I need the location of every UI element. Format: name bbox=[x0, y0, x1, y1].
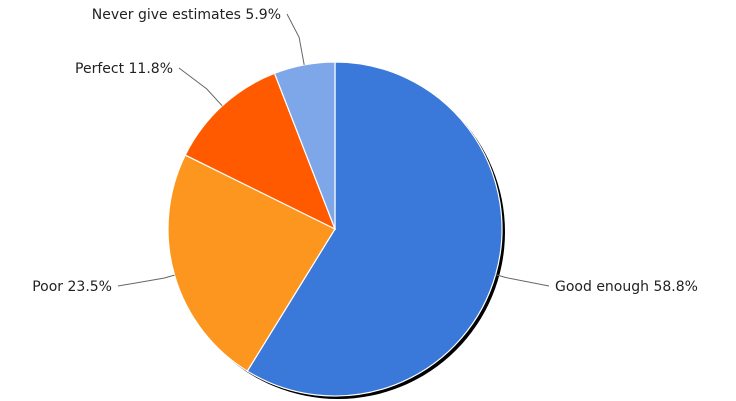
leader-line-good-enough bbox=[495, 274, 550, 287]
pie-slice-perfect bbox=[184, 72, 337, 231]
slice-label-poor: Poor 23.5% bbox=[32, 279, 112, 295]
pie-slice-poor bbox=[167, 154, 336, 372]
pie-slices bbox=[167, 61, 503, 397]
pie-slice-good-enough bbox=[246, 61, 503, 397]
pie-labels: Good enough 58.8% Poor 23.5% Perfect 11.8%… bbox=[32, 7, 698, 295]
leader-line-never-give-estimates bbox=[286, 13, 305, 65]
leader-line-poor bbox=[117, 274, 175, 287]
leader-line-perfect bbox=[178, 67, 223, 107]
pie-leaders bbox=[117, 13, 550, 287]
slice-label-good-enough: Good enough 58.8% bbox=[555, 279, 698, 295]
slice-label-never-give-estimates: Never give estimates 5.9% bbox=[92, 7, 281, 23]
slice-label-perfect: Perfect 11.8% bbox=[75, 61, 173, 77]
